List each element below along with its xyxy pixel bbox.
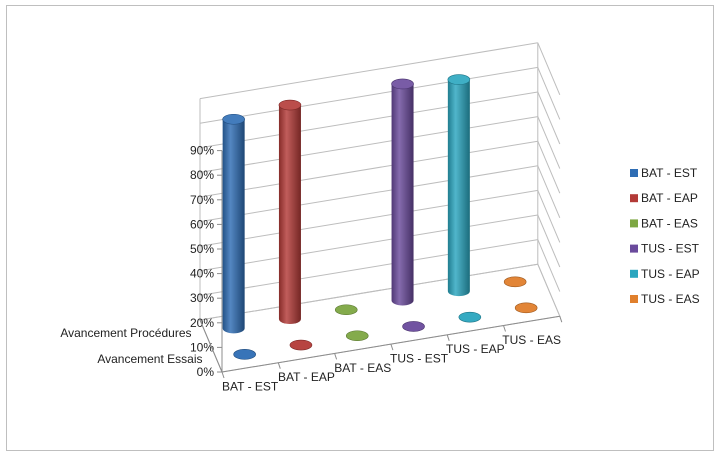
category-tick (503, 325, 506, 332)
row-label: Avancement Essais (97, 352, 202, 366)
value-tick-label: 20% (190, 316, 214, 330)
back-gridline (199, 42, 538, 100)
bar-bat-eap-row1 (289, 339, 313, 351)
bar-tus-est-row1 (402, 321, 425, 332)
category-label: TUS - EAP (446, 342, 505, 356)
legend-swatch (630, 295, 638, 303)
category-label: TUS - EAS (502, 333, 561, 347)
value-tick-label: 10% (190, 340, 214, 354)
bar-bat-est-row1 (233, 349, 256, 360)
side-gridline (537, 239, 561, 292)
side-gridline (537, 91, 561, 145)
category-tick (446, 334, 450, 341)
value-tick-label: 50% (190, 242, 214, 256)
side-gridline (537, 190, 561, 243)
cylinder-top (222, 113, 245, 125)
value-tick-label: 0% (197, 365, 215, 379)
legend-label: BAT - EST (641, 166, 698, 180)
cylinder-top (447, 74, 471, 85)
bar-tus-est-row0 (391, 78, 414, 306)
bar-tus-eap-row0 (447, 74, 471, 297)
cylinder-disc (503, 276, 527, 288)
cylinder-disc (345, 330, 369, 342)
bar-tus-eas-row1 (514, 302, 538, 314)
category-tick (559, 316, 563, 323)
category-label: TUS - EST (390, 351, 449, 365)
cylinder-disc (514, 302, 538, 314)
legend-swatch (630, 219, 638, 228)
side-gridline (537, 116, 561, 169)
row-label: Avancement Procédures (60, 326, 191, 340)
legend-label: TUS - EAP (641, 267, 700, 281)
back-gridline (199, 66, 538, 124)
side-gridline (537, 67, 561, 120)
cylinder-body (391, 78, 414, 306)
legend-label: TUS - EST (641, 242, 700, 256)
chart-area (6, 5, 714, 451)
back-gridline (199, 91, 538, 149)
cylinder-disc (402, 321, 425, 332)
back-gridline (199, 189, 538, 247)
cylinder-body (278, 100, 301, 325)
cylinder-disc (334, 304, 358, 316)
category-tick (277, 362, 281, 369)
category-tick (390, 343, 394, 351)
side-gridline (537, 42, 561, 95)
cylinder-top (278, 99, 302, 111)
value-tick-label: 60% (190, 217, 214, 231)
category-tick (334, 353, 338, 360)
legend-swatch (630, 169, 638, 177)
legend-swatch (630, 269, 638, 278)
legend-label: BAT - EAS (641, 216, 698, 230)
back-gridline (199, 239, 538, 296)
back-gridline (199, 116, 538, 173)
bar-bat-eas-row0 (334, 304, 358, 316)
back-gridline (199, 214, 538, 272)
depth-axis (199, 319, 223, 373)
category-label: BAT - EAP (278, 370, 335, 384)
category-label: BAT - EAS (334, 361, 391, 375)
value-tick-label: 30% (190, 291, 214, 305)
side-gridline (537, 214, 561, 268)
bar-bat-est-row0 (222, 113, 245, 334)
value-tick-label: 40% (190, 267, 214, 281)
category-label: BAT - EST (222, 379, 279, 393)
value-tick-label: 80% (190, 168, 214, 182)
cylinder-top (391, 78, 414, 90)
back-gridline (199, 140, 538, 198)
cylinder-disc (289, 339, 313, 351)
legend-swatch (630, 244, 638, 253)
bar-tus-eap-row1 (458, 311, 482, 323)
side-gridline (537, 165, 561, 218)
bar-bat-eap-row0 (278, 99, 302, 325)
category-tick (221, 371, 225, 379)
side-gridline (537, 141, 561, 194)
cylinder-disc (458, 311, 482, 323)
bar-tus-eas-row0 (503, 276, 527, 288)
value-tick-label: 70% (190, 193, 214, 207)
value-tick-label: 90% (190, 144, 214, 158)
legend-label: TUS - EAS (641, 292, 700, 306)
bar-bat-eas-row1 (345, 330, 369, 342)
cylinder-disc (233, 349, 256, 360)
legend-swatch (630, 194, 638, 203)
cylinder-body (222, 114, 245, 334)
back-gridline (199, 165, 538, 223)
cylinder-body (447, 74, 470, 297)
legend-label: BAT - EAP (641, 191, 698, 205)
